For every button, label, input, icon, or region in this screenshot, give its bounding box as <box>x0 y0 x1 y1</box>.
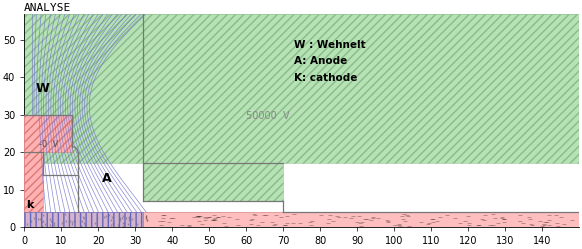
Polygon shape <box>143 164 283 201</box>
Text: 50000  V: 50000 V <box>246 111 290 121</box>
Text: A: A <box>102 172 112 185</box>
Polygon shape <box>24 212 579 227</box>
Text: k: k <box>26 200 33 210</box>
Text: W : Wehnelt
A: Anode
K: cathode: W : Wehnelt A: Anode K: cathode <box>294 40 366 83</box>
Text: ANALYSE: ANALYSE <box>24 3 72 13</box>
Polygon shape <box>24 152 42 212</box>
Polygon shape <box>24 115 72 152</box>
Polygon shape <box>24 115 72 152</box>
Polygon shape <box>24 152 42 212</box>
Text: -0  V: -0 V <box>39 140 58 149</box>
Polygon shape <box>24 212 143 227</box>
Text: W: W <box>36 82 49 95</box>
Polygon shape <box>24 13 579 164</box>
